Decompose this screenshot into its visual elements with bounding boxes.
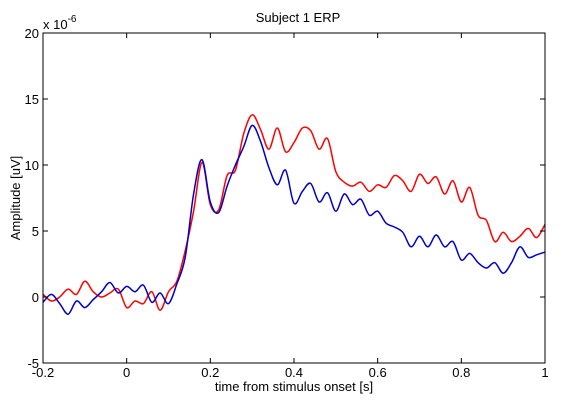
y-multiplier-base: x 10 xyxy=(43,17,68,32)
y-tick-label: 15 xyxy=(25,92,39,107)
y-tick-label: 5 xyxy=(32,224,39,239)
blue-series-line xyxy=(42,124,546,315)
x-axis-label: time from stimulus onset [s] xyxy=(215,379,373,394)
x-tick-label: 0.2 xyxy=(201,365,219,380)
y-tick-label: -5 xyxy=(27,356,39,371)
x-tick-label: 0.4 xyxy=(285,365,303,380)
x-tick-label: 1 xyxy=(541,365,548,380)
x-tick-label: 0.6 xyxy=(369,365,387,380)
y-multiplier: x 10-6 xyxy=(43,14,77,32)
x-tick-label: -0.2 xyxy=(32,365,54,380)
chart-title: Subject 1 ERP xyxy=(256,10,341,25)
ticks-layer: -0.2 0 0.2 0.4 0.6 0.8 1 -5 0 5 10 15 20 xyxy=(25,26,549,380)
y-tick-label: 0 xyxy=(32,290,39,305)
red-series-line xyxy=(42,114,546,311)
x-tick-label: 0 xyxy=(123,365,130,380)
x-tick-label: 0.8 xyxy=(452,365,470,380)
series-layer xyxy=(42,114,546,315)
y-tick-label: 10 xyxy=(25,158,39,173)
plot-box xyxy=(42,32,546,364)
y-tick-label: 20 xyxy=(25,26,39,41)
y-multiplier-exp: -6 xyxy=(68,14,77,25)
y-axis-label: Amplitude [uV] xyxy=(8,156,23,241)
